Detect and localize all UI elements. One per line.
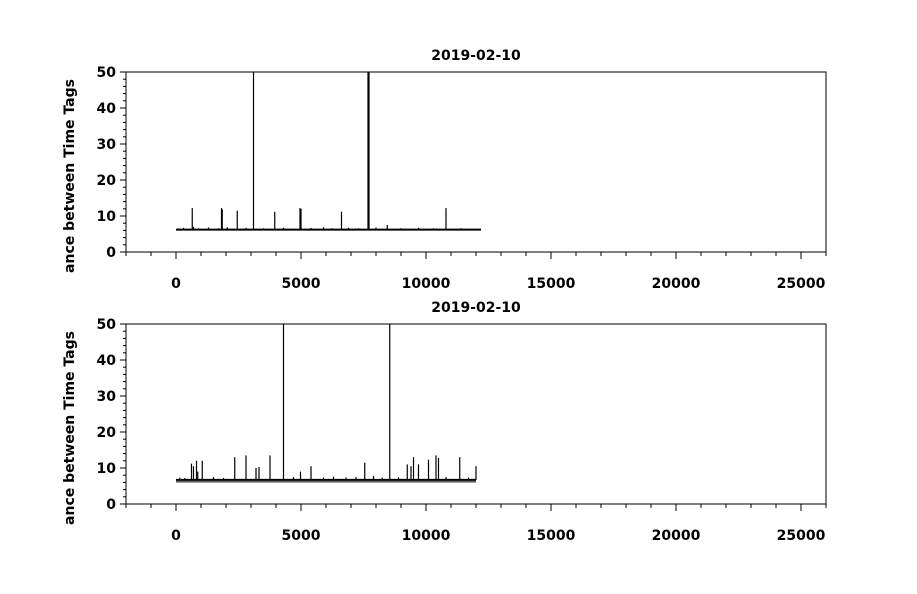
- y-tick-label: 10: [97, 461, 117, 477]
- y-tick-label: 0: [106, 245, 116, 261]
- chart-panel-1: 2019-02-10 ance between Time Tags 0 10 20 30 4…: [62, 48, 827, 292]
- y-tick-label: 40: [97, 101, 117, 117]
- y-tick-label: 50: [97, 65, 117, 81]
- y-tick-label: 20: [97, 425, 117, 441]
- x-tick-label: 20000: [652, 528, 701, 544]
- x-tick-label: 20000: [652, 276, 701, 292]
- chart-title: 2019-02-10: [431, 48, 521, 64]
- plot-frame: [125, 71, 827, 253]
- chart-title: 2019-02-10: [431, 300, 521, 316]
- y-tick-label: 0: [106, 497, 116, 513]
- x-tick-label: 15000: [527, 276, 576, 292]
- y-tick-label: 30: [97, 137, 117, 153]
- y-tick-label: 30: [97, 389, 117, 405]
- x-tick-label: 10000: [402, 276, 451, 292]
- x-tick-label: 25000: [777, 528, 826, 544]
- x-tick-label: 0: [171, 276, 181, 292]
- x-tick-label: 0: [171, 528, 181, 544]
- y-tick-label: 10: [97, 209, 117, 225]
- y-axis-label: ance between Time Tags: [62, 331, 78, 525]
- x-tick-label: 5000: [282, 528, 321, 544]
- x-tick-label: 5000: [282, 276, 321, 292]
- x-tick-label: 25000: [777, 276, 826, 292]
- y-tick-label: 40: [97, 353, 117, 369]
- x-tick-label: 10000: [402, 528, 451, 544]
- chart-panel-2: 2019-02-10 ance between Time Tags 0 10 20 30 4…: [62, 300, 827, 544]
- x-tick-label: 15000: [527, 528, 576, 544]
- y-axis-label: ance between Time Tags: [62, 79, 78, 273]
- y-tick-label: 20: [97, 173, 117, 189]
- y-tick-label: 50: [97, 317, 117, 333]
